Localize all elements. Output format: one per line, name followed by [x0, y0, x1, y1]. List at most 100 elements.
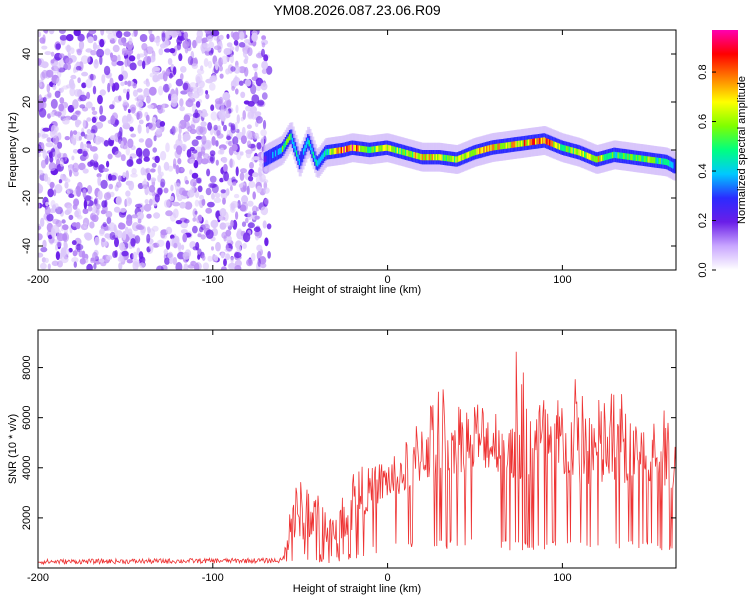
noise-blob [77, 77, 81, 84]
noise-blob [137, 124, 142, 134]
noise-blob [92, 160, 99, 171]
noise-blob [229, 158, 233, 169]
noise-blob [164, 48, 171, 53]
noise-blob [229, 185, 233, 191]
noise-blob [260, 255, 266, 263]
noise-blob [138, 53, 145, 58]
colorbar-tick-label: 0.8 [697, 64, 709, 79]
noise-blob [155, 38, 160, 47]
noise-blob [179, 106, 185, 112]
noise-blob [252, 172, 259, 178]
noise-blob [155, 119, 162, 129]
noise-blob [118, 74, 124, 82]
noise-blob [105, 30, 114, 34]
noise-blob [170, 184, 174, 192]
noise-blob [223, 171, 230, 182]
snr-x-label: Height of straight line (km) [293, 583, 421, 595]
noise-blob [255, 116, 263, 124]
noise-blob [244, 66, 249, 77]
noise-blob [242, 232, 251, 243]
noise-blob [90, 212, 97, 221]
noise-blob [195, 101, 201, 108]
noise-blob [195, 135, 203, 140]
spectrogram-y-ticks: -40 -20 0 20 40 [21, 48, 676, 254]
noise-blob [50, 111, 56, 117]
noise-blob [226, 42, 233, 48]
noise-blob [229, 46, 235, 51]
noise-blob [210, 219, 219, 229]
noise-blob [99, 55, 103, 66]
noise-blob [86, 185, 93, 194]
noise-blob [130, 133, 137, 138]
noise-blob [157, 104, 163, 115]
x-tick-label: 100 [553, 572, 571, 584]
noise-blob [197, 185, 203, 193]
noise-blob [243, 58, 248, 64]
noise-blob [75, 65, 82, 71]
noise-blob [61, 219, 66, 224]
noise-blob [54, 111, 62, 117]
noise-blob [139, 262, 146, 269]
noise-blob [215, 140, 219, 147]
noise-blob [168, 83, 172, 89]
noise-blob [230, 219, 234, 228]
noise-blob [143, 203, 152, 212]
noise-blob [219, 208, 227, 217]
noise-blob [52, 68, 60, 74]
noise-blob [197, 214, 203, 222]
noise-blob [89, 221, 95, 229]
x-tick-label: 0 [385, 572, 391, 584]
noise-blob [97, 176, 102, 186]
noise-blob [46, 83, 51, 93]
noise-blob [156, 239, 165, 247]
noise-blob [149, 33, 155, 43]
noise-blob [59, 158, 64, 167]
noise-blob [50, 98, 58, 109]
noise-blob [172, 208, 179, 219]
colorbar: 0.0 0.2 0.4 0.6 0.8 Normalized spectral ampl… [697, 30, 748, 278]
noise-blob [260, 129, 267, 137]
noise-blob [163, 199, 171, 208]
noise-blob [174, 45, 182, 51]
noise-blob [239, 31, 245, 40]
noise-blob [262, 119, 267, 130]
noise-blob [180, 167, 184, 172]
noise-blob [78, 40, 85, 50]
noise-blob [50, 183, 54, 190]
noise-blob [160, 178, 166, 188]
noise-blob [139, 34, 148, 42]
noise-blob [226, 33, 230, 40]
noise-blob [197, 233, 202, 238]
noise-blob [129, 126, 134, 132]
noise-blob [218, 65, 223, 72]
noise-blob [235, 166, 239, 177]
noise-blob [54, 184, 63, 194]
noise-blob [161, 32, 166, 42]
noise-blob [215, 241, 221, 252]
noise-blob [59, 53, 65, 59]
noise-blob [108, 222, 116, 232]
noise-blob [62, 118, 70, 125]
noise-blob [132, 82, 137, 89]
noise-blob [236, 245, 242, 253]
noise-blob [129, 62, 137, 71]
noise-blob [41, 101, 47, 109]
noise-blob [101, 200, 107, 208]
noise-blob [102, 168, 109, 172]
noise-blob [209, 150, 216, 157]
noise-blob [125, 190, 131, 197]
noise-blob [79, 258, 86, 265]
noise-blob [114, 150, 122, 158]
noise-blob [98, 258, 105, 263]
noise-blob [260, 206, 269, 216]
noise-blob [225, 229, 232, 237]
noise-blob [225, 253, 231, 261]
noise-blob [263, 54, 269, 62]
noise-blob [169, 195, 174, 202]
noise-blob [132, 251, 138, 261]
noise-blob [257, 99, 265, 106]
noise-blob [260, 82, 268, 91]
noise-blob [111, 59, 118, 67]
noise-blob [175, 78, 184, 87]
noise-blob [169, 257, 174, 265]
